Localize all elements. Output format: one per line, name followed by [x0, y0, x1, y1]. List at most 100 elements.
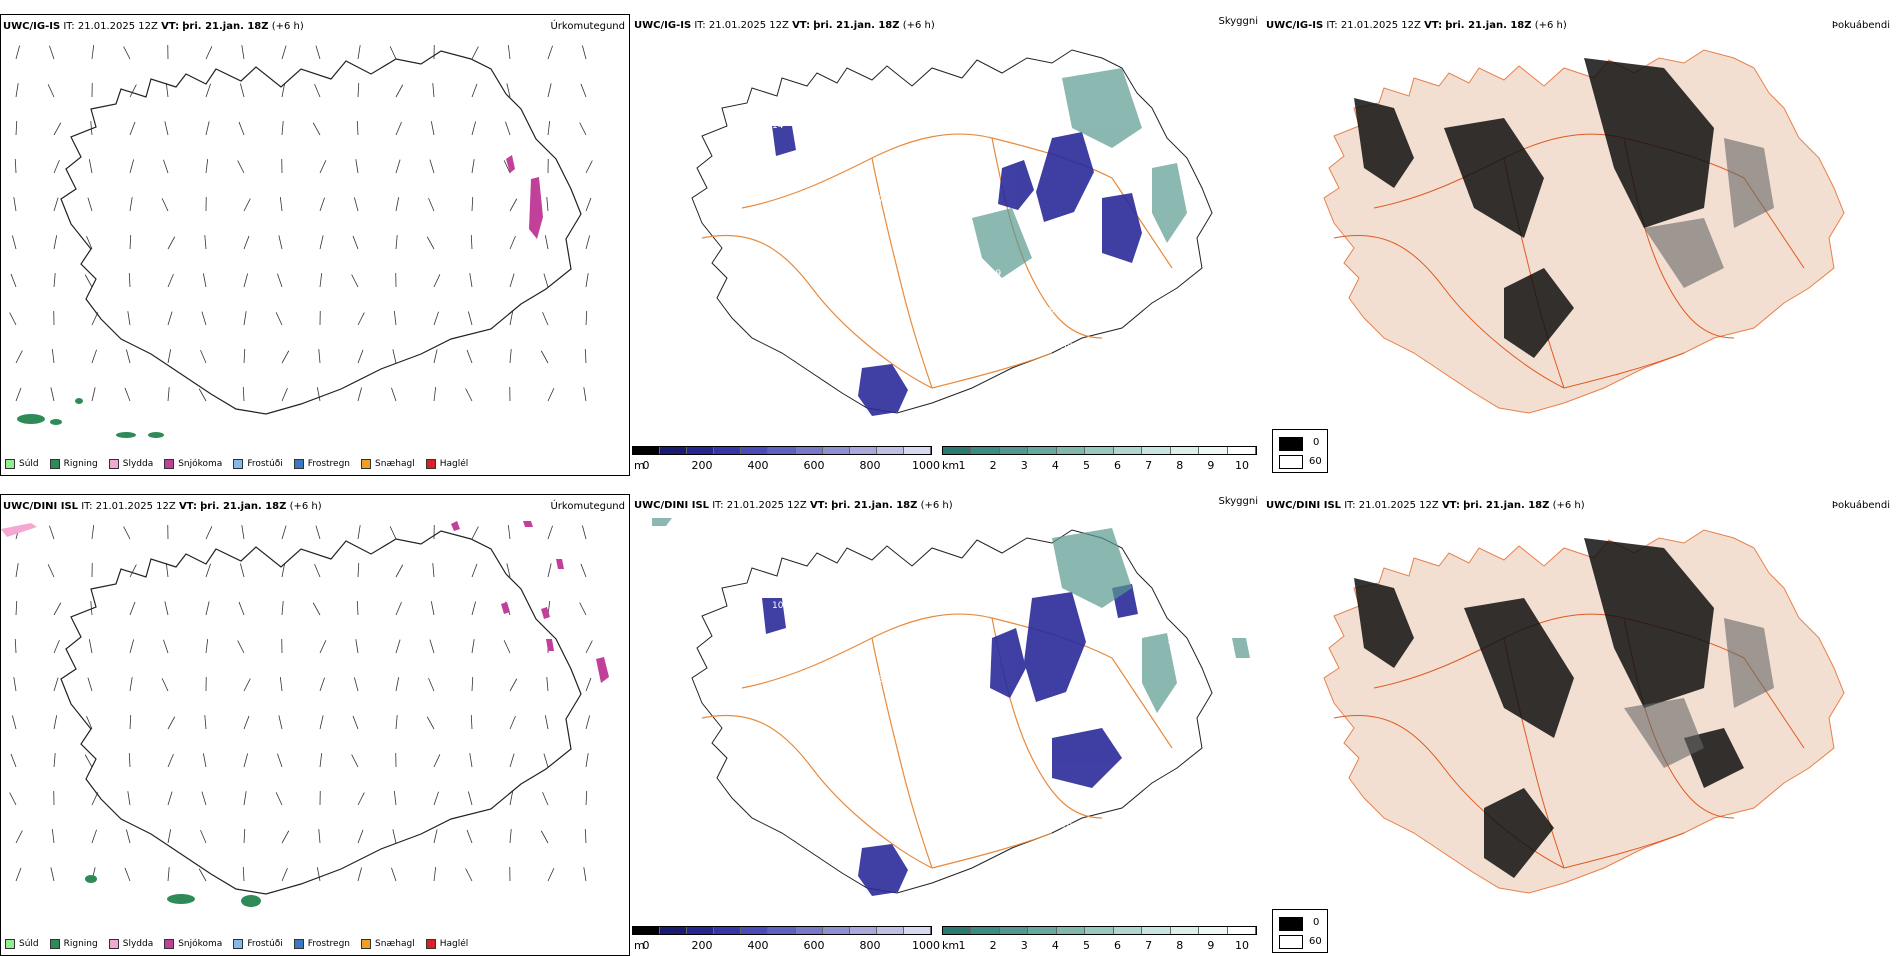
legend-label: Rigning [64, 939, 98, 949]
colorbar-tick: 800 [860, 459, 881, 472]
colorbar-segment [687, 447, 714, 454]
colorbar-segment [660, 927, 687, 934]
wind-barb [91, 121, 92, 135]
wind-barb [320, 273, 322, 287]
map-value-label: 10 [1008, 305, 1020, 315]
colorbar-segment [768, 927, 795, 934]
wind-barb [128, 791, 130, 805]
colorbar-tick: 5 [1083, 459, 1090, 472]
map-value-label: 311 [1090, 823, 1107, 833]
wind-barb [470, 753, 472, 767]
model-name: UWC/DINI ISL [1266, 500, 1341, 511]
wind-barb [124, 47, 130, 59]
legend-label: Slydda [123, 459, 153, 469]
wind-barb [54, 678, 58, 691]
wind-barb [354, 677, 358, 691]
wind-barb [49, 46, 54, 59]
it-value: 21.01.2025 12Z [1359, 500, 1439, 511]
wind-barb [472, 564, 477, 577]
colorbar-tick: 7 [1145, 459, 1152, 472]
panel-name: Skyggni [1218, 496, 1258, 511]
wind-barb [130, 159, 134, 173]
wind-barb [282, 526, 286, 539]
wind-barb [277, 754, 282, 767]
legend-label: Haglél [440, 939, 469, 949]
fog-legend-max: 60 [1309, 936, 1322, 947]
wind-barb [470, 273, 472, 287]
wind-barb [85, 275, 92, 287]
colorbar-segment [1028, 927, 1056, 934]
colorbar-tick: 1000 [912, 939, 940, 952]
wind-barb [352, 755, 358, 767]
colorbar-segment [850, 447, 877, 454]
wind-barb [89, 639, 92, 653]
colorbar-tick: 8 [1176, 459, 1183, 472]
legend-item: Slydda [109, 939, 153, 949]
wind-barb [12, 715, 16, 729]
wind-barb [48, 84, 54, 97]
wind-barb [586, 161, 592, 173]
wind-barb [320, 640, 326, 653]
colorbar-tick: 10 [1235, 459, 1249, 472]
legend-item: Súld [5, 459, 39, 469]
wind-barb [396, 197, 399, 211]
wind-barb [54, 273, 55, 287]
legend-swatch [426, 459, 436, 469]
wind-barb [315, 84, 320, 97]
wind-barb [433, 563, 434, 577]
wind-barb [54, 753, 55, 767]
fog-map [1264, 518, 1894, 918]
wind-barb [130, 122, 135, 135]
wind-barb [468, 791, 472, 805]
wind-barb [10, 313, 16, 325]
map-value-label: 14 [820, 673, 832, 683]
visibility-unit: km [942, 459, 959, 472]
wind-barb [244, 716, 249, 729]
wind-barb [548, 46, 553, 59]
legend-swatch [50, 459, 60, 469]
map-value-label: 51 [955, 748, 966, 758]
colorbar-tick: 800 [860, 939, 881, 952]
colorbar-segment [633, 927, 660, 934]
legend-item: Slydda [109, 459, 153, 469]
wind-barb [510, 236, 515, 249]
wind-barb [582, 45, 586, 59]
wind-barb [130, 677, 132, 691]
panel-title: UWC/IG-IS IT: 21.01.2025 12Z VT: þri. 21… [1266, 20, 1890, 31]
colorbar-tick: 2 [990, 939, 997, 952]
wind-barb [238, 641, 244, 653]
wind-barb [126, 349, 130, 363]
wind-barb [548, 83, 551, 97]
legend-item: Haglél [426, 459, 469, 469]
wind-barb [162, 678, 168, 691]
wind-barb [276, 792, 282, 805]
wind-barb [466, 389, 472, 401]
colorbar-segment [943, 447, 971, 454]
colorbar-tick: 0 [643, 939, 650, 952]
colorbar-tick: 1000 [912, 459, 940, 472]
wind-barb [201, 350, 206, 363]
wind-barb [547, 197, 548, 211]
it-value: 21.01.2025 12Z [709, 20, 789, 31]
wind-barb [282, 388, 287, 401]
wind-barb [580, 603, 586, 615]
wind-barb [356, 639, 358, 653]
wind-barb [279, 715, 282, 729]
colorbar-tick: 9 [1207, 939, 1214, 952]
wind-barb [244, 753, 248, 767]
legend-item: Frostúði [233, 459, 282, 469]
wind-barb [203, 273, 206, 287]
panel-name: Þokuábendi [1832, 500, 1890, 511]
wind-barb [166, 563, 168, 577]
wind-barb [130, 715, 131, 729]
map-value-label: 137 [796, 637, 813, 647]
wind-barb [130, 85, 136, 97]
precip-type-panel-top: UWC/IG-IS IT: 21.01.2025 12Z VT: þri. 21… [0, 14, 630, 476]
wind-barb [320, 198, 325, 211]
wind-barb [54, 123, 61, 135]
legend-item: Frostregn [294, 939, 350, 949]
wind-barb [548, 388, 554, 401]
it-value: 21.01.2025 12Z [78, 21, 158, 32]
